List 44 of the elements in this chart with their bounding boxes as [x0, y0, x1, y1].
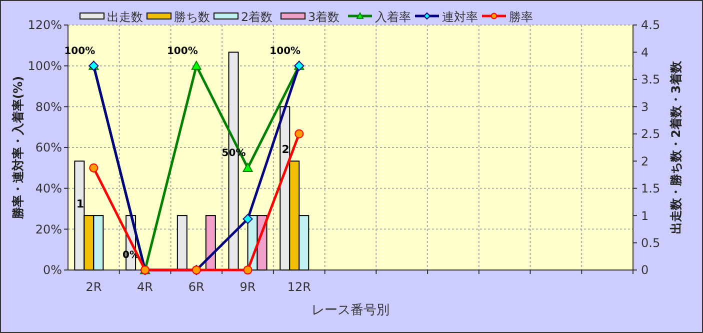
point [242, 214, 253, 224]
x-tick-label: 9R [240, 280, 256, 294]
point [243, 265, 252, 275]
y-tick-label: 0% [42, 263, 62, 278]
y-tick-label: 100% [28, 59, 62, 74]
x-tick-label: 12R [287, 280, 311, 294]
point [89, 163, 98, 172]
y-tick-label: 20% [35, 222, 62, 236]
y2-tick-label: 0.5 [641, 236, 660, 250]
point [294, 129, 304, 138]
data-label: 2 [282, 143, 290, 156]
x-tick-label: 2R [86, 280, 102, 294]
y2-tick-label: 1.5 [641, 182, 660, 196]
y2-tick-label: 1 [641, 208, 649, 223]
y-tick-label: 120% [28, 18, 62, 32]
legend-label: 勝率 [509, 10, 533, 24]
x-axis-title: レース番号別 [312, 303, 390, 318]
y-tick-label: 80% [35, 100, 62, 114]
y2-tick-label: 3 [641, 100, 649, 114]
y-tick-label: 40% [35, 182, 62, 196]
y2-tick-label: 0 [641, 263, 649, 278]
legend-label: 連対率 [442, 10, 478, 24]
data-label: 100% [166, 46, 198, 57]
y2-tick-label: 4 [641, 45, 649, 60]
legend-label: 入着率 [375, 10, 411, 24]
x-tick-label: 4R [137, 280, 154, 294]
point [191, 60, 202, 70]
y2-tick-label: 4.5 [641, 18, 660, 32]
legend-label: 2着数 [241, 10, 273, 24]
legend-label: 出走数 [107, 10, 143, 24]
y2-tick-label: 2.5 [641, 127, 660, 142]
data-label: 1 [76, 198, 84, 211]
y-tick-label: 60% [35, 140, 62, 155]
legend-label: 3着数 [308, 10, 340, 24]
y2-axis-title: 出走数・勝ち数・2着数・3着数 [669, 60, 683, 234]
point [242, 162, 253, 172]
x-tick-label: 6R [188, 280, 204, 294]
bar [205, 215, 216, 270]
y2-tick-label: 3.5 [641, 72, 660, 87]
y2-tick-label: 2 [641, 154, 649, 168]
y-axis-title: 勝率・連対率・入着率(%) [11, 76, 25, 220]
data-label: 100% [270, 46, 301, 57]
bar [176, 215, 188, 270]
legend-label: 勝ち数 [174, 10, 210, 24]
